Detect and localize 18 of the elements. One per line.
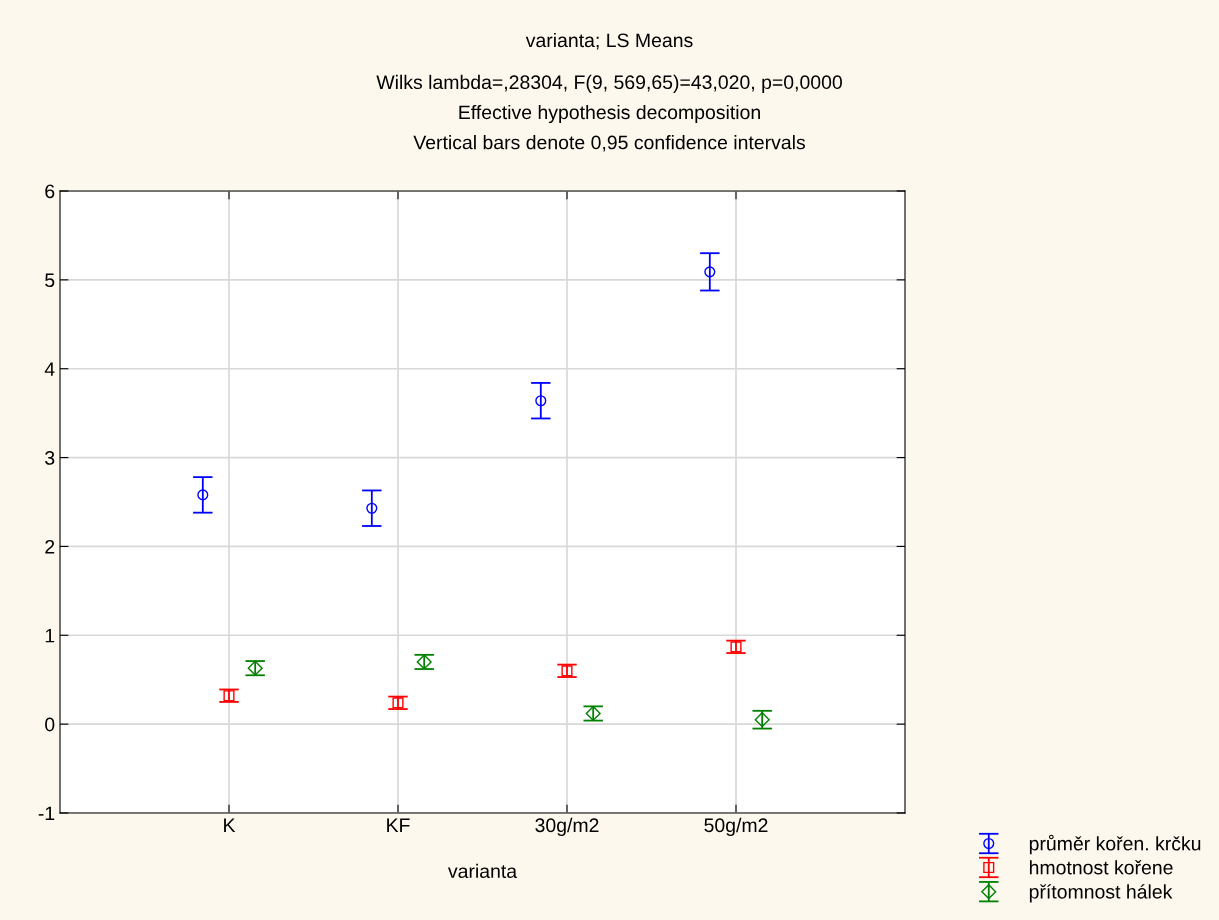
y-tick-label: 6 — [45, 184, 55, 199]
x-axis-title: varianta — [447, 863, 518, 879]
x-tick-label: 30g/m2 — [535, 817, 599, 836]
y-tick-label: 5 — [45, 273, 55, 288]
y-tick-label: -1 — [38, 806, 55, 821]
chart-subtitle: Wilks lambda=,28304, F(9, 569,65)=43,020, p=0,0000 Effective hypothesis decomposition Vertical bars denote 0,95 confidence intervals — [376, 74, 842, 152]
chart-title: varianta; LS Means — [525, 32, 693, 50]
x-tick-label: K — [224, 818, 236, 832]
y-tick-label: 0 — [45, 717, 55, 732]
y-tick-label: 4 — [44, 362, 55, 376]
legend-label: průměr kořen. krčku — [1029, 834, 1201, 855]
y-tick-label: 1 — [45, 628, 55, 643]
y-tick-label: 2 — [45, 539, 55, 554]
legend-label: přítomnost hálek — [1029, 884, 1173, 903]
x-tick-label: 50g/m2 — [704, 817, 768, 836]
x-tick-label: KF — [387, 818, 410, 832]
legend-label: hmotnost kořene — [1029, 860, 1173, 875]
y-tick-label: 3 — [45, 451, 55, 465]
